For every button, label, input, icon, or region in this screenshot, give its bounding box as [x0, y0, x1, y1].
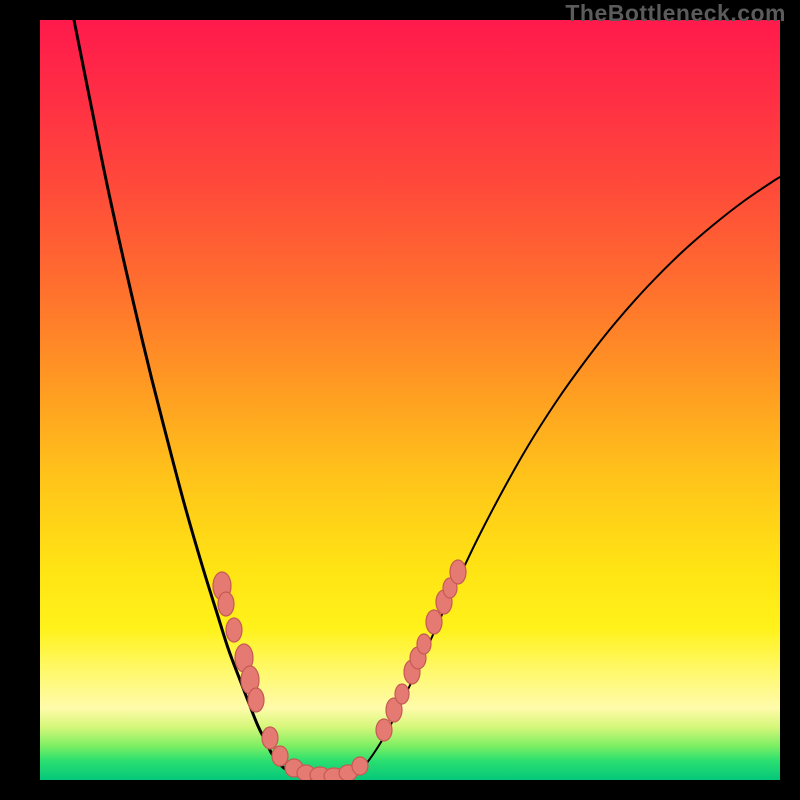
curve-overlay [0, 0, 800, 800]
data-marker [417, 634, 431, 654]
data-marker [450, 560, 466, 584]
data-marker [426, 610, 442, 634]
data-marker [272, 746, 288, 766]
data-marker [218, 592, 234, 616]
curve-left-branch [74, 20, 292, 772]
data-marker [376, 719, 392, 741]
data-marker [352, 757, 368, 775]
data-marker [226, 618, 242, 642]
chart-canvas: TheBottleneck.com [0, 0, 800, 800]
curve-right-branch [358, 177, 780, 772]
data-marker [395, 684, 409, 704]
data-marker [248, 688, 264, 712]
data-marker [262, 727, 278, 749]
watermark-text: TheBottleneck.com [565, 0, 786, 27]
